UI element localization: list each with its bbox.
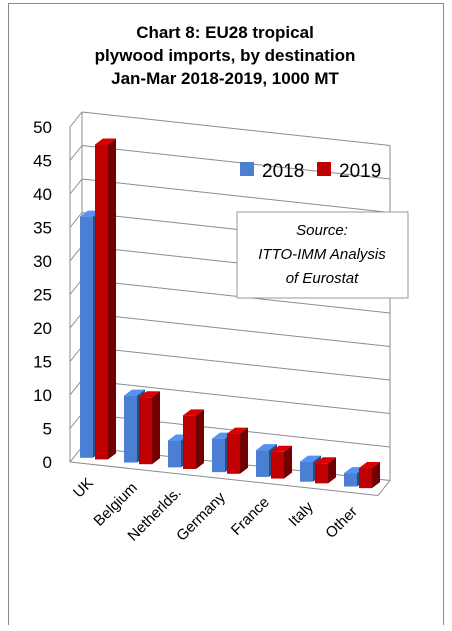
chart-title-line-2: plywood imports, by destination	[95, 46, 356, 65]
x-category-label: Belgium	[90, 479, 140, 529]
gridline	[81, 312, 391, 348]
x-axis-line	[69, 461, 379, 497]
bar-other-2018	[344, 473, 357, 487]
bar-germany-2018	[212, 438, 225, 473]
bar-netherlds-2019	[183, 415, 196, 469]
y-tick-label: 20	[33, 319, 52, 338]
bar-italy-2019	[315, 463, 328, 484]
bar-belgium-2019-top	[139, 391, 160, 398]
bar-france-2019-side	[284, 445, 292, 479]
bar-uk-2019-top	[95, 138, 116, 145]
bar-netherlds-2019-side	[196, 409, 204, 469]
bar-italy-2018	[300, 461, 313, 482]
chart-title: Chart 8: EU28 tropical plywood imports, …	[95, 23, 356, 88]
y-tick-label: 15	[33, 353, 52, 372]
x-category-label: Other	[322, 503, 361, 542]
chart-title-line-3: Jan-Mar 2018-2019, 1000 MT	[111, 69, 339, 88]
legend-label-2019: 2019	[339, 161, 381, 182]
y-tick-label: 25	[33, 286, 52, 305]
bar-italy-2019-side	[328, 457, 336, 484]
bar-belgium-2019-side	[152, 391, 160, 465]
bar-uk-2018	[80, 216, 93, 458]
legend-swatch-2018	[240, 162, 254, 176]
y-tick-label: 40	[33, 185, 52, 204]
bar-france-2019	[271, 451, 284, 479]
bar-other-2019-top	[359, 462, 380, 469]
y-tick-label: 10	[33, 386, 52, 405]
y-tick-label: 0	[43, 453, 52, 472]
legend: 2018 2019	[240, 161, 381, 182]
bar-germany-2019-side	[240, 427, 248, 474]
bar-france-2018-top	[256, 444, 277, 451]
y-tick-label: 30	[33, 252, 52, 271]
y-tick-label: 50	[33, 118, 52, 137]
legend-swatch-2019	[317, 162, 331, 176]
bar-france-2019-top	[271, 445, 292, 452]
floor-edge-right	[377, 480, 391, 496]
gridline	[81, 178, 391, 214]
bar-uk-2019	[95, 144, 108, 460]
y-tick-label: 35	[33, 219, 52, 238]
bar-france-2018	[256, 450, 269, 477]
gridline-side	[69, 178, 83, 195]
bar-uk-2019-side	[108, 138, 116, 460]
gridline	[81, 346, 391, 381]
bar-netherlds-2018	[168, 440, 181, 468]
plot-area: 05101520253035404550UKBelgiumNetherlds.G…	[33, 111, 391, 545]
source-line-1: Source:	[296, 222, 348, 239]
chart-frame	[8, 3, 444, 625]
bar-belgium-2019	[139, 397, 152, 465]
bar-belgium-2018-top	[124, 389, 145, 396]
bar-netherlds-2019-top	[183, 409, 204, 416]
x-category-label: France	[228, 494, 273, 539]
bar-belgium-2018	[124, 395, 137, 463]
gridline	[81, 111, 391, 147]
x-category-label: UK	[70, 475, 97, 502]
source-line-3: of Eurostat	[286, 270, 359, 287]
gridline-side	[69, 212, 83, 228]
bar-other-2019	[359, 468, 372, 489]
gridline	[81, 279, 391, 314]
gridline-side	[69, 145, 83, 161]
bar-germany-2019-top	[227, 427, 248, 434]
gridline	[81, 145, 391, 180]
gridline-side	[69, 111, 83, 128]
bar-italy-2018-top	[300, 455, 321, 462]
bar-germany-2019	[227, 433, 240, 474]
bar-other-2019-side	[372, 462, 380, 489]
gridline	[81, 379, 391, 415]
y-tick-label: 5	[43, 420, 52, 439]
bar-italy-2019-top	[315, 457, 336, 464]
chart-title-line-1: Chart 8: EU28 tropical	[136, 23, 314, 42]
source-box-border	[236, 211, 409, 299]
legend-label-2018: 2018	[262, 161, 304, 182]
y-tick-label: 45	[33, 152, 52, 171]
source-annotation: Source: ITTO-IMM Analysis of Eurostat	[236, 211, 409, 299]
x-category-label: Italy	[285, 498, 317, 530]
source-line-2: ITTO-IMM Analysis	[258, 246, 386, 263]
